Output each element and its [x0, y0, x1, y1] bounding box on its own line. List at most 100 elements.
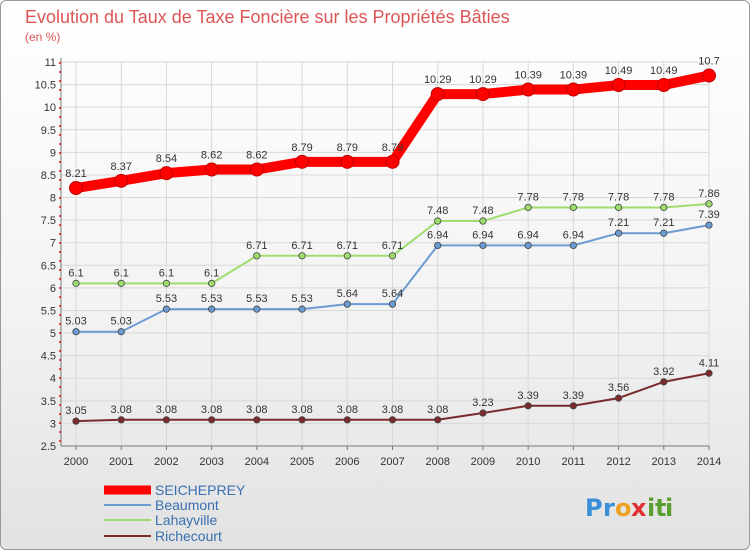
axis-dot	[59, 242, 61, 244]
data-label: 3.08	[337, 404, 358, 416]
data-point	[298, 305, 306, 313]
data-point	[204, 162, 219, 177]
y-tick-label: 11	[45, 57, 56, 69]
data-point	[660, 229, 668, 237]
data-label: 4.11	[699, 357, 720, 369]
data-label: 7.39	[698, 209, 719, 221]
axis-dot	[59, 422, 61, 424]
axis-dot	[59, 359, 61, 361]
data-label: 5.03	[111, 316, 132, 328]
legend-label-richecourt: Richecourt	[155, 528, 222, 544]
data-point	[388, 416, 397, 424]
chart-subtitle: (en %)	[25, 30, 60, 44]
x-tick-label: 2008	[425, 456, 449, 468]
data-label: 10.7	[698, 56, 719, 68]
data-label: 3.05	[65, 405, 86, 417]
data-point	[524, 241, 532, 250]
axis-dot	[59, 269, 61, 271]
data-label: 10.39	[514, 70, 542, 82]
axis-dot	[59, 413, 61, 415]
data-label: 3.08	[201, 404, 222, 416]
data-label: 6.71	[291, 240, 312, 252]
data-point	[298, 416, 306, 424]
axis-dot	[59, 341, 61, 343]
data-point	[385, 154, 400, 169]
data-label: 6.94	[472, 229, 493, 241]
x-tick-label: 2014	[697, 456, 721, 468]
data-point	[343, 252, 351, 260]
axis-dot	[59, 368, 61, 370]
axis-dot	[59, 170, 61, 172]
axis-dot	[59, 440, 61, 442]
data-label: 6.71	[382, 240, 403, 252]
data-label: 3.39	[517, 390, 538, 402]
data-point	[253, 416, 261, 424]
axis-dot	[59, 260, 61, 262]
axis-dot	[59, 386, 61, 388]
data-label: 5.53	[201, 293, 222, 305]
data-point	[117, 328, 125, 336]
data-label: 10.49	[650, 65, 678, 77]
data-point	[566, 82, 581, 97]
legend-label-lahayville: Lahayville	[155, 512, 217, 528]
data-point	[208, 279, 216, 287]
data-point	[702, 68, 716, 83]
axis-dot	[59, 233, 61, 235]
data-point	[569, 241, 577, 250]
data-label: 3.56	[608, 382, 629, 394]
axis-dot	[59, 251, 61, 253]
data-label: 8.62	[246, 150, 267, 162]
data-label: 7.86	[698, 188, 719, 200]
data-label: 3.08	[111, 404, 132, 416]
y-tick-label: 9.5	[41, 125, 56, 137]
data-point	[521, 82, 536, 97]
series-layer	[69, 68, 716, 425]
data-point	[162, 305, 171, 313]
x-tick-label: 2010	[516, 456, 540, 468]
data-point	[388, 300, 397, 308]
y-tick-label: 3	[50, 418, 56, 430]
legend-label-beaumont: Beaumont	[155, 497, 219, 513]
data-point	[569, 402, 577, 410]
axis-dot	[59, 188, 61, 190]
data-point	[295, 154, 310, 169]
logo-letter: x	[631, 494, 647, 522]
data-label: 5.64	[382, 288, 403, 300]
axis-dot	[59, 332, 61, 334]
axis-dot	[59, 80, 61, 82]
data-label: 6.1	[159, 267, 174, 279]
data-label: 7.21	[608, 217, 629, 229]
logo-letter: r	[603, 494, 615, 522]
x-tick-label: 2003	[199, 456, 223, 468]
data-point	[705, 200, 713, 208]
x-tick-label: 2001	[109, 456, 133, 468]
y-tick-label: 7	[50, 238, 56, 250]
x-tick-label: 2004	[245, 456, 269, 468]
data-point	[162, 416, 171, 424]
axis-dot	[59, 125, 61, 127]
y-tick-label: 8	[50, 193, 56, 205]
data-point	[72, 417, 80, 425]
y-tick-label: 4	[50, 373, 56, 385]
x-tick-label: 2000	[64, 456, 88, 468]
axis-dot	[59, 377, 61, 379]
data-label: 7.78	[608, 191, 629, 203]
y-tick-label: 6.5	[41, 260, 56, 272]
data-point	[162, 279, 171, 287]
data-label: 7.78	[653, 191, 674, 203]
axis-dot	[59, 89, 61, 91]
data-label: 5.53	[156, 293, 177, 305]
axis-dot	[59, 215, 61, 217]
data-point	[114, 173, 129, 188]
data-point	[343, 300, 351, 308]
y-tick-label: 9	[50, 147, 56, 159]
axis-dot	[59, 431, 61, 433]
data-label: 8.37	[111, 161, 132, 173]
y-tick-label: 5.5	[41, 305, 56, 317]
data-label: 3.08	[382, 404, 403, 416]
axis-dot	[59, 161, 61, 163]
y-tick-label: 3.5	[41, 396, 56, 408]
